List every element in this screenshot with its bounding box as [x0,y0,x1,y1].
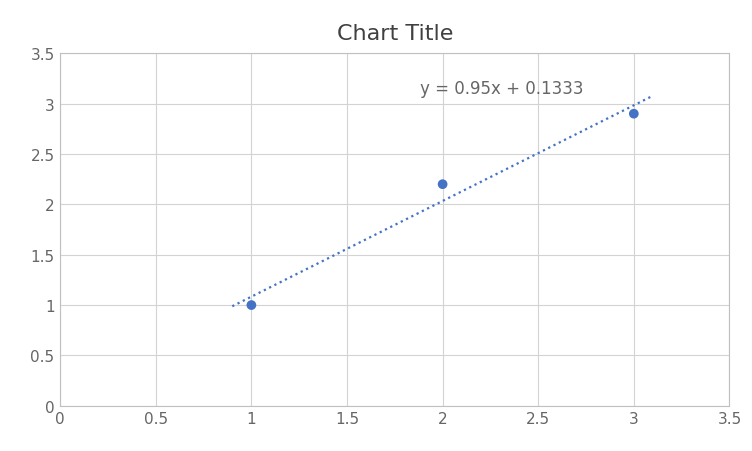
Point [245,302,257,309]
Title: Chart Title: Chart Title [337,24,453,44]
Point [628,111,640,118]
Point [437,181,449,189]
Text: y = 0.95x + 0.1333: y = 0.95x + 0.1333 [420,79,583,97]
